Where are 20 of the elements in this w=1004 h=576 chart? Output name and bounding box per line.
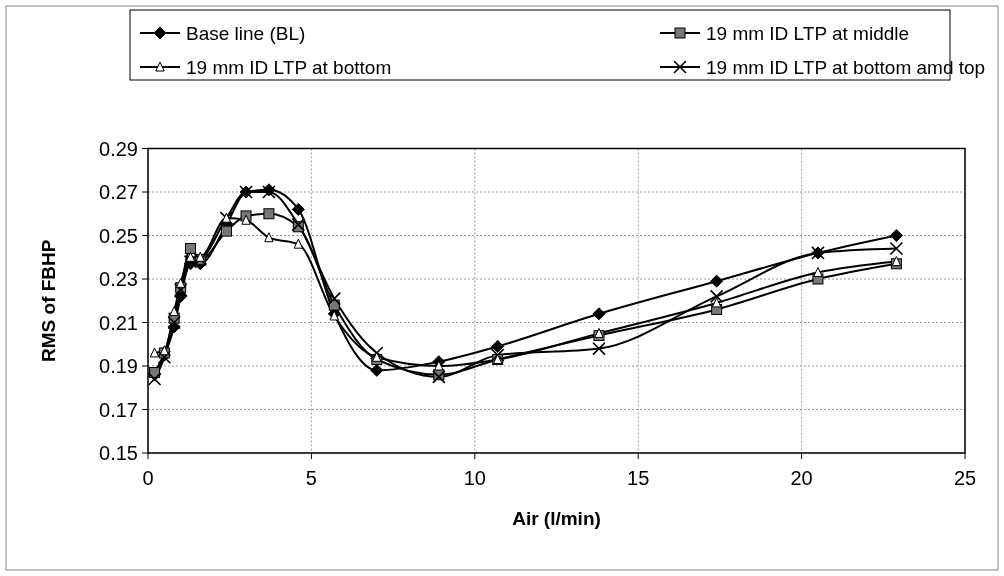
y-tick-label: 0.25 xyxy=(99,224,138,247)
legend-label: Base line (BL) xyxy=(186,22,306,44)
x-tick-label: 25 xyxy=(953,467,977,489)
x-tick-label: 20 xyxy=(790,467,813,489)
y-tick-label: 0.19 xyxy=(99,355,138,377)
legend-label: 19 mm ID LTP at bottom amd top xyxy=(706,56,986,78)
y-tick-label: 0.15 xyxy=(99,442,138,464)
x-tick-label: 0 xyxy=(142,467,154,489)
x-tick-label: 15 xyxy=(627,467,650,489)
legend-label: 19 mm ID LTP at middle xyxy=(706,22,910,44)
y-tick-label: 0.27 xyxy=(99,181,138,203)
y-tick-label: 0.17 xyxy=(99,398,138,421)
x-axis-title: Air (l/min) xyxy=(512,508,601,529)
y-axis-title: RMS of FBHP xyxy=(38,239,59,362)
x-tick-label: 10 xyxy=(463,467,486,489)
x-tick-label: 5 xyxy=(305,467,317,489)
y-tick-label: 0.29 xyxy=(99,137,138,160)
legend-label: 19 mm ID LTP at bottom xyxy=(186,56,392,78)
y-tick-label: 0.23 xyxy=(99,268,138,290)
y-tick-label: 0.21 xyxy=(99,311,138,334)
